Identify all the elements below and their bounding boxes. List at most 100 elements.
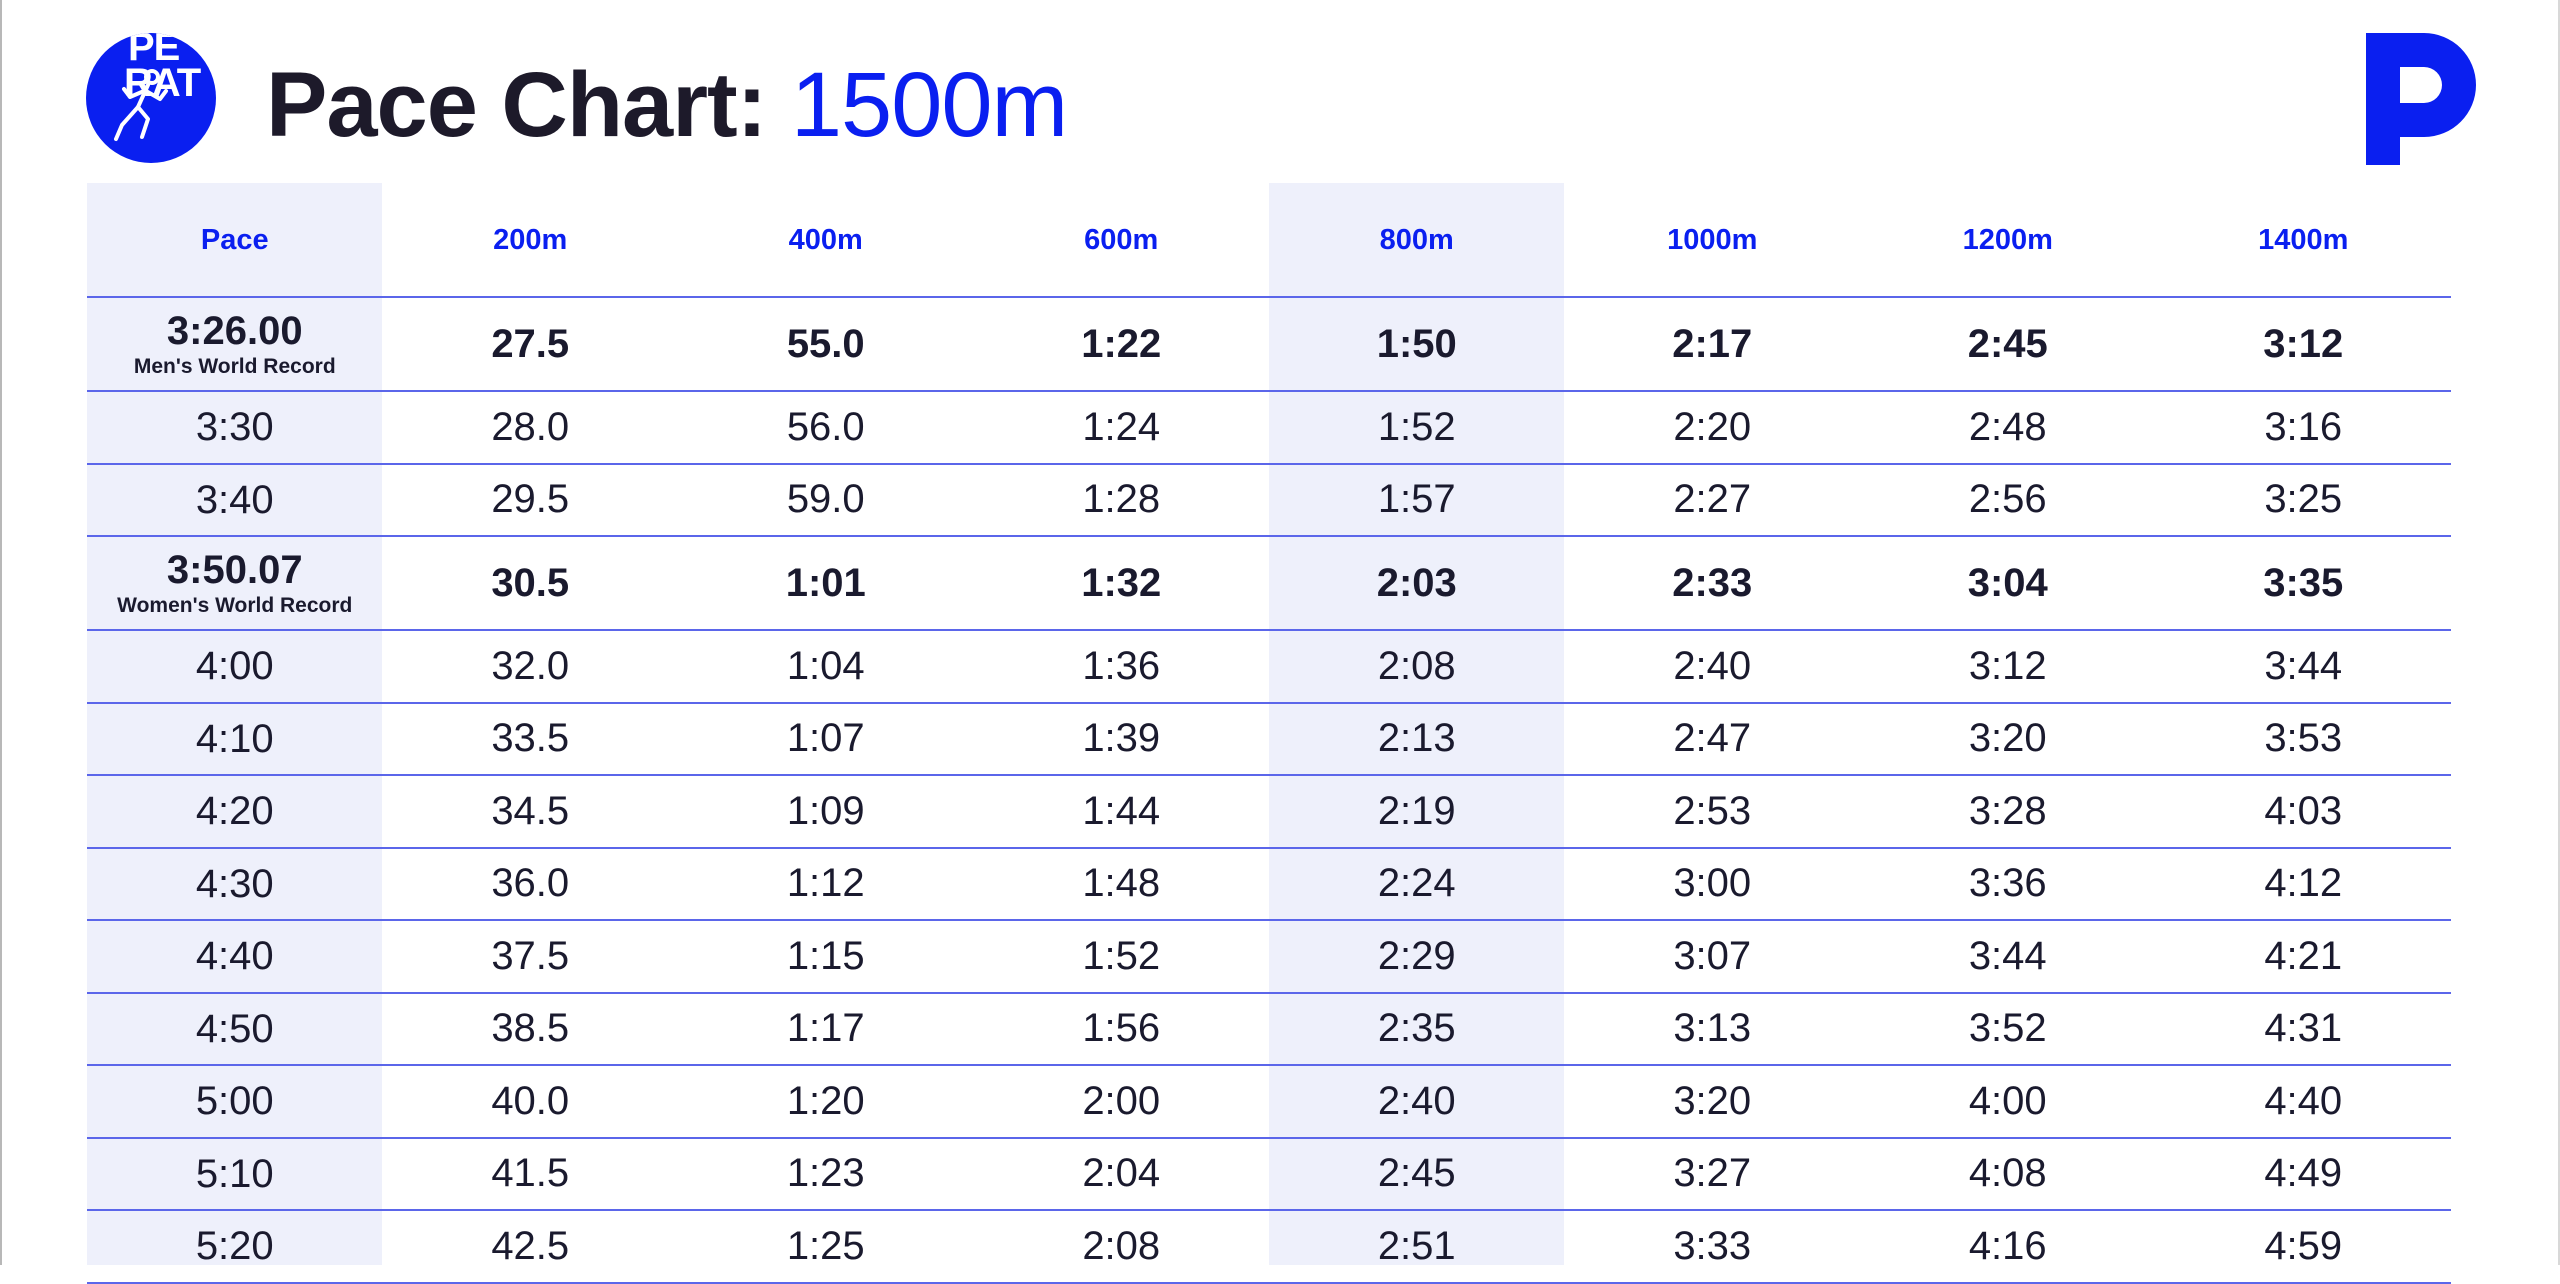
pace-value: 5:20: [195, 1224, 274, 1269]
split-cell: 3:33: [1673, 1223, 1752, 1268]
column-header-200m: 200m: [493, 223, 568, 256]
split-cell: 1:32: [1081, 560, 1162, 605]
record-row: 3:50.07 Women's World Record 30.5 1:01 1:32 2…: [87, 537, 2451, 631]
split-cell: 1:20: [786, 1078, 865, 1123]
split-cell: 2:08: [1082, 1223, 1161, 1268]
split-cell: 3:52: [1968, 1006, 2047, 1051]
pace-cell: 4:20: [87, 776, 383, 847]
split-cell: 3:53: [2264, 716, 2343, 761]
split-cell: 36.0: [491, 861, 570, 906]
split-cell: 4:59: [2264, 1223, 2343, 1268]
split-cell: 1:12: [786, 861, 865, 906]
split-cell: 1:57: [1377, 477, 1456, 522]
table-row: 4:00 32.0 1:04 1:36 2:08 2:40 3:12 3:44: [87, 631, 2451, 704]
pace-value: 5:00: [195, 1079, 274, 1124]
table-row: 3:40 29.5 59.0 1:28 1:57 2:27 2:56 3:25: [87, 465, 2451, 537]
table-row: 3:30 28.0 56.0 1:24 1:52 2:20 2:48 3:16: [87, 392, 2451, 465]
runner-badge-logo: PE RAT: [86, 33, 216, 163]
split-cell: 33.5: [491, 716, 570, 761]
pace-value: 3:30: [195, 405, 274, 450]
split-cell: 28.0: [491, 404, 570, 449]
split-cell: 41.5: [491, 1151, 570, 1196]
split-cell: 2:45: [1967, 321, 2048, 366]
column-header-1000m: 1000m: [1667, 223, 1758, 256]
split-cell: 30.5: [491, 560, 570, 605]
pace-cell: 5:20: [87, 1211, 383, 1282]
pace-value: 3:40: [195, 477, 274, 522]
column-header-600m: 600m: [1084, 223, 1159, 256]
split-cell: 34.5: [491, 788, 570, 833]
split-cell: 3:44: [2264, 643, 2343, 688]
record-note: Women's World Record: [117, 594, 353, 617]
pace-value: 4:40: [195, 934, 274, 979]
split-cell: 1:07: [786, 716, 865, 761]
column-header-400m: 400m: [788, 223, 863, 256]
split-cell: 2:17: [1672, 321, 1753, 366]
split-cell: 2:08: [1377, 643, 1456, 688]
record-row: 3:26.00 Men's World Record 27.5 55.0 1:22 1:5…: [87, 298, 2451, 392]
split-cell: 3:28: [1968, 788, 2047, 833]
split-cell: 4:16: [1968, 1223, 2047, 1268]
split-cell: 4:03: [2264, 788, 2343, 833]
record-note: Men's World Record: [133, 355, 336, 378]
split-cell: 2:00: [1082, 1078, 1161, 1123]
column-header-1400m: 1400m: [2258, 223, 2349, 256]
runner-icon: [114, 69, 168, 141]
split-cell: 3:07: [1673, 933, 1752, 978]
pace-table-body: 3:26.00 Men's World Record 27.5 55.0 1:22 1:5…: [87, 296, 2451, 1284]
split-cell: 4:00: [1968, 1078, 2047, 1123]
split-cell: 2:29: [1377, 933, 1456, 978]
split-cell: 3:44: [1968, 933, 2047, 978]
pace-value: 4:30: [195, 861, 274, 906]
column-header-800m: 800m: [1379, 223, 1454, 256]
split-cell: 4:31: [2264, 1006, 2343, 1051]
split-cell: 2:19: [1377, 788, 1456, 833]
split-cell: 1:24: [1082, 404, 1161, 449]
pace-value: 4:00: [195, 644, 274, 689]
split-cell: 3:16: [2264, 404, 2343, 449]
split-cell: 2:27: [1673, 477, 1752, 522]
split-cell: 2:33: [1672, 560, 1753, 605]
split-cell: 2:13: [1377, 716, 1456, 761]
split-cell: 1:17: [786, 1006, 865, 1051]
split-cell: 40.0: [491, 1078, 570, 1123]
pace-cell: 4:40: [87, 921, 383, 992]
split-cell: 1:48: [1082, 861, 1161, 906]
pace-value: 3:50.07: [166, 548, 303, 592]
split-cell: 2:35: [1377, 1006, 1456, 1051]
page-title: Pace Chart: 1500m: [266, 45, 1068, 165]
split-cell: 37.5: [491, 933, 570, 978]
table-header: Pace 200m 400m 600m 800m 1000m 1200m 1400m: [87, 183, 2451, 297]
split-cell: 1:09: [786, 788, 865, 833]
split-cell: 2:51: [1377, 1223, 1456, 1268]
split-cell: 3:13: [1673, 1006, 1752, 1051]
split-cell: 4:21: [2264, 933, 2343, 978]
split-cell: 2:40: [1377, 1078, 1456, 1123]
table-row: 5:10 41.5 1:23 2:04 2:45 3:27 4:08 4:49: [87, 1139, 2451, 1211]
split-cell: 2:04: [1082, 1151, 1161, 1196]
pace-cell: 4:00: [87, 631, 383, 702]
split-cell: 1:52: [1082, 933, 1161, 978]
pace-value: 3:26.00: [166, 309, 303, 353]
split-cell: 1:39: [1082, 716, 1161, 761]
split-cell: 1:44: [1082, 788, 1161, 833]
pace-cell: 3:40: [87, 465, 383, 536]
table-row: 5:20 42.5 1:25 2:08 2:51 3:33 4:16 4:59: [87, 1211, 2451, 1284]
split-cell: 2:24: [1377, 861, 1456, 906]
pace-value: 4:10: [195, 716, 274, 761]
split-cell: 4:08: [1968, 1151, 2047, 1196]
page-left-edge: [0, 0, 2, 1265]
split-cell: 4:12: [2264, 861, 2343, 906]
split-cell: 3:36: [1968, 861, 2047, 906]
split-cell: 56.0: [786, 404, 865, 449]
split-cell: 1:23: [786, 1151, 865, 1196]
split-cell: 1:04: [786, 643, 865, 688]
table-row: 4:40 37.5 1:15 1:52 2:29 3:07 3:44 4:21: [87, 921, 2451, 994]
split-cell: 2:48: [1968, 404, 2047, 449]
split-cell: 2:45: [1377, 1151, 1456, 1196]
split-cell: 1:28: [1082, 477, 1161, 522]
split-cell: 2:47: [1673, 716, 1752, 761]
table-row: 4:50 38.5 1:17 1:56 2:35 3:13 3:52 4:31: [87, 994, 2451, 1066]
split-cell: 3:12: [2263, 321, 2344, 366]
split-cell: 4:40: [2264, 1078, 2343, 1123]
